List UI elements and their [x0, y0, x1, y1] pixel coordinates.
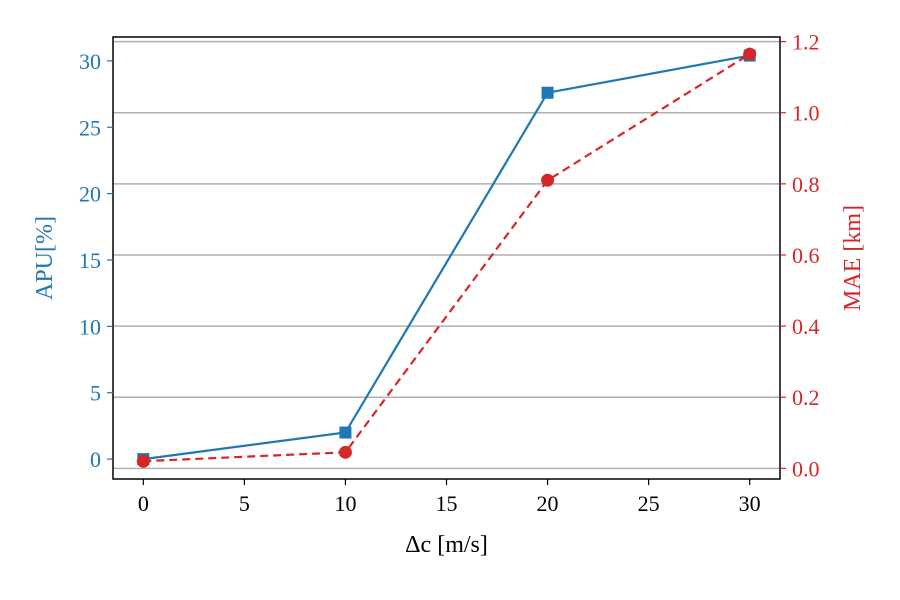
x-axis: 0 5 10 15 20 25 30 [138, 479, 761, 516]
series-layer [136, 47, 757, 468]
y-axis-right-label: MAE [km] [840, 205, 866, 311]
x-tick-label: 30 [739, 491, 761, 516]
x-tick-label: 15 [436, 491, 458, 516]
y-right-tick-label: 0.0 [792, 456, 820, 481]
x-tick-label: 10 [334, 491, 356, 516]
x-axis-label: Δc [m/s] [405, 532, 488, 558]
x-tick-label: 20 [537, 491, 559, 516]
series-0-point [541, 86, 554, 99]
x-tick-label: 0 [138, 491, 149, 516]
series-line-0 [143, 54, 750, 461]
y-left-tick-label: 30 [79, 49, 101, 74]
y-left-tick-label: 20 [79, 182, 101, 207]
y-axis-left-label: APU[%] [32, 216, 58, 300]
y-axis-left: 0 5 10 15 20 25 30 [79, 49, 113, 472]
y-right-tick-label: 0.2 [792, 385, 820, 410]
y-right-tick-label: 0.8 [792, 172, 820, 197]
series-1-point [743, 47, 757, 61]
y-axis-right: 0.0 0.2 0.4 0.6 0.8 1.0 1.2 [780, 30, 820, 481]
y-left-tick-label: 0 [90, 447, 101, 472]
y-left-tick-label: 10 [79, 314, 101, 339]
y-right-tick-label: 0.6 [792, 243, 820, 268]
grid-lines [113, 40, 780, 470]
y-left-tick-label: 15 [79, 248, 101, 273]
series-0-point [339, 426, 352, 439]
series-1-point [136, 454, 150, 468]
y-left-tick-label: 5 [90, 381, 101, 406]
y-left-tick-label: 25 [79, 115, 101, 140]
series-1-point [338, 445, 352, 459]
x-tick-label: 25 [638, 491, 660, 516]
series-line-1 [143, 53, 751, 463]
series-1-point [541, 173, 555, 187]
y-right-tick-label: 1.0 [792, 101, 820, 126]
y-right-tick-label: 1.2 [792, 30, 820, 55]
x-tick-label: 5 [239, 491, 250, 516]
y-right-tick-label: 0.4 [792, 314, 820, 339]
plot-frame [112, 36, 781, 480]
